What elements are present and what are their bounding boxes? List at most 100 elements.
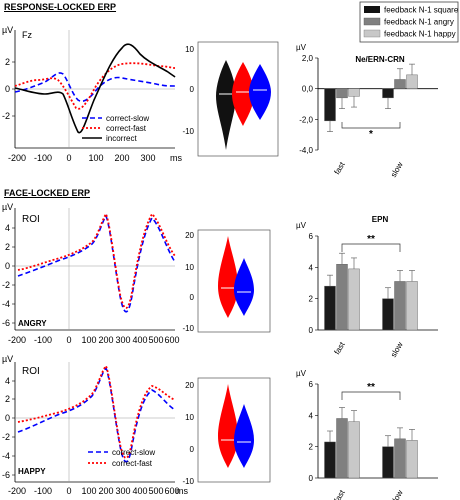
bar-ytick: 6: [309, 232, 314, 241]
legend-swatch-square: [364, 6, 380, 13]
erp-legend-label: correct-fast: [106, 124, 147, 133]
violin-shape: [218, 384, 238, 468]
erp-ytick: -4: [2, 299, 10, 309]
bar: [406, 281, 418, 331]
bar: [324, 88, 336, 122]
erp-legend-label: correct-fast: [112, 459, 153, 468]
bar: [406, 74, 418, 89]
erp-panel-response: µV Fz 2 0 -2 -200 -100 0 100 200 300 ms …: [2, 25, 183, 163]
violin-ytick: 0: [190, 293, 195, 302]
violin-panel-1: 10 0 -10: [182, 41, 279, 157]
legend-label-happy: feedback N-1 happy: [384, 30, 456, 39]
bar: [324, 441, 336, 479]
bar-ytick: 2: [309, 295, 314, 304]
bar: [394, 438, 406, 479]
significance-stars: *: [369, 129, 373, 140]
violin-ytick: 10: [185, 263, 194, 272]
violin-ytick: -10: [182, 477, 194, 486]
erp-xtick: 400: [132, 486, 147, 496]
section-title-response: RESPONSE-LOCKED ERP: [4, 2, 117, 12]
erp-corner-label: ROI: [22, 366, 40, 377]
erp-ytick: 0: [5, 261, 10, 271]
erp-legend-label: correct-slow: [106, 114, 149, 123]
erp-trace-correct-slow: [14, 72, 176, 103]
violin-ytick: 20: [185, 231, 194, 240]
bar: [324, 285, 336, 331]
bar-category-label: slow: [389, 340, 405, 359]
bar: [336, 264, 348, 331]
erp-condition-tag: HAPPY: [18, 467, 46, 476]
erp-ytick: 0: [5, 413, 10, 423]
legend-swatch-happy: [363, 29, 381, 38]
legend-label-square: feedback N-1 square: [384, 6, 459, 15]
erp-ytick: -6: [2, 318, 10, 328]
violin-shape: [232, 62, 254, 126]
erp-xtick: 600: [164, 486, 179, 496]
violin-shape: [249, 64, 271, 120]
bar-chart-title: Ne/ERN-CRN: [355, 55, 405, 64]
erp-condition-tag: ANGRY: [18, 319, 47, 328]
erp-corner-label: ROI: [22, 214, 40, 225]
violin-panel-2: 20 10 0 -10: [182, 229, 271, 333]
erp-xtick: 200: [98, 486, 113, 496]
bar-chart-ne-ern: 2,0 0,0 -2,0 -4,0 µV Ne/ERN-CRN fast slow *: [296, 43, 438, 179]
erp-xtick: 0: [66, 153, 71, 163]
violin-ytick: -10: [182, 127, 194, 136]
violin-ytick: 10: [185, 413, 194, 422]
erp-unit-label: µV: [2, 25, 13, 35]
bar-ytick: 4: [309, 263, 314, 272]
violin-shape: [218, 236, 238, 318]
section-title-face: FACE-LOCKED ERP: [4, 188, 91, 198]
bar-chart-epn-angry: 6 4 2 0 µV EPN fast slow **: [296, 215, 438, 359]
erp-unit-label: µV: [2, 354, 13, 364]
significance-bracket: [341, 243, 401, 252]
violin-shape: [216, 60, 236, 150]
erp-xtick: -100: [34, 486, 52, 496]
erp-xtick: -200: [8, 153, 26, 163]
erp-panel-angry: µV ROI 4 2 0 -2 -4 -6 -200 -100 0 100 20…: [2, 202, 180, 345]
violin-ytick: 10: [185, 45, 194, 54]
erp-xtick: 300: [115, 486, 130, 496]
legend-label-angry: feedback N-1 angry: [384, 18, 454, 27]
erp-ytick: -2: [2, 432, 10, 442]
bar-ytick: 6: [309, 380, 314, 389]
bar: [348, 421, 360, 479]
erp-xtick: -200: [8, 335, 26, 345]
bar: [382, 88, 394, 99]
erp-xtick: 300: [140, 153, 155, 163]
bar: [336, 88, 348, 99]
bar-category-label: fast: [332, 488, 347, 500]
erp-xtick: 0: [66, 335, 71, 345]
erp-xtick: 600: [164, 335, 179, 345]
significance-stars: **: [367, 382, 375, 393]
bar-ytick: -2,0: [299, 115, 313, 124]
bar-unit: µV: [296, 369, 307, 378]
bar-unit: µV: [296, 221, 307, 230]
erp-ytick: -2: [2, 111, 10, 121]
bar-unit: µV: [296, 43, 307, 52]
erp-ytick: 0: [5, 84, 10, 94]
bar-category-label: slow: [389, 160, 405, 179]
erp-ytick: 2: [5, 242, 10, 252]
bar-category-label: slow: [389, 488, 405, 500]
bar-chart-title: EPN: [372, 215, 389, 224]
bar: [348, 268, 360, 331]
erp-ytick: 4: [5, 223, 10, 233]
erp-x-unit: ms: [176, 486, 188, 496]
bar: [336, 418, 348, 479]
erp-ytick: 2: [5, 394, 10, 404]
bar: [382, 446, 394, 479]
bar-ytick: 2: [309, 443, 314, 452]
significance-bracket: [341, 122, 401, 129]
erp-corner-label: Fz: [22, 30, 32, 40]
erp-xtick: 300: [115, 335, 130, 345]
erp-xtick: 100: [88, 153, 103, 163]
erp-legend-label: correct-slow: [112, 448, 155, 457]
erp-trace-incorrect: [14, 43, 176, 134]
erp-xtick: -200: [8, 486, 26, 496]
erp-xtick: 100: [81, 335, 96, 345]
erp-ytick: -4: [2, 451, 10, 461]
erp-trace-correct-fast: [17, 364, 176, 459]
bar-ytick: 0: [309, 474, 314, 483]
erp-xtick: -100: [34, 153, 52, 163]
